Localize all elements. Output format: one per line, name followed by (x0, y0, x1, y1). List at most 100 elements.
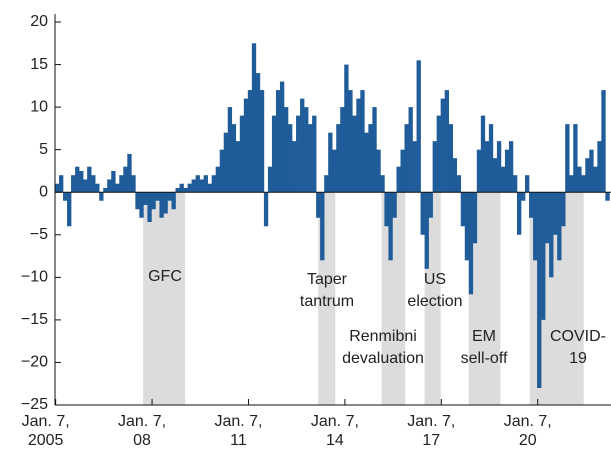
bar (159, 192, 164, 218)
bar (71, 175, 76, 193)
bar (597, 141, 602, 193)
bar (231, 124, 237, 193)
bar (195, 175, 200, 193)
bar (179, 183, 184, 193)
y-tick-label: 15 (30, 56, 48, 73)
bar (143, 192, 148, 205)
bar (384, 192, 389, 227)
bar (500, 166, 506, 193)
bar (432, 141, 437, 193)
bar (95, 183, 100, 193)
bar (316, 192, 321, 218)
bar (296, 115, 301, 193)
bar (263, 192, 269, 227)
bar (464, 192, 470, 261)
bar (235, 141, 241, 193)
bar (191, 179, 196, 193)
bar (320, 192, 325, 261)
y-tick-label: −25 (21, 396, 48, 413)
bar (103, 187, 108, 193)
bar (283, 107, 289, 193)
bar (392, 192, 397, 218)
bar (545, 192, 550, 244)
bar (107, 179, 112, 193)
period-label: COVID- (550, 328, 606, 345)
bar (601, 90, 606, 193)
x-tick-label: Jan. 7, 20 (503, 413, 552, 449)
bar (525, 175, 530, 193)
bar (416, 60, 421, 193)
bar (573, 124, 578, 193)
bar (460, 192, 466, 227)
bar (99, 192, 104, 201)
bar (533, 192, 538, 261)
bar (553, 192, 558, 235)
bar (569, 175, 574, 193)
period-label: Renmibni (349, 328, 417, 345)
bar (187, 183, 192, 193)
bar (259, 90, 265, 193)
bar (279, 81, 285, 193)
period-label: EM (472, 328, 496, 345)
bar (147, 192, 152, 223)
bar (63, 192, 68, 201)
bar (167, 192, 172, 201)
x-tick-label: Jan. 7, 2005 (21, 413, 70, 449)
bar (504, 149, 510, 193)
bar (219, 149, 225, 193)
bar (267, 166, 273, 193)
bar (376, 149, 381, 193)
bar (115, 183, 120, 193)
bar (79, 170, 84, 193)
y-tick-label: 5 (39, 141, 48, 158)
bar (605, 192, 610, 201)
bar (557, 192, 562, 261)
bar (400, 149, 405, 193)
bar (135, 192, 140, 210)
bar (488, 124, 494, 193)
bar (368, 124, 373, 193)
bar (424, 192, 429, 269)
bar (529, 192, 534, 218)
bar (300, 98, 305, 193)
shaded-period (143, 192, 186, 405)
period-label: devaluation (342, 350, 424, 367)
period-label: sell-off (461, 350, 508, 367)
bar (468, 192, 474, 295)
bar (171, 192, 176, 210)
period-label: tantrum (300, 293, 354, 310)
y-tick-label: −15 (21, 311, 48, 328)
bar (131, 175, 136, 193)
bar (312, 115, 317, 193)
bar (91, 175, 96, 193)
bar (348, 90, 353, 193)
bar (581, 175, 586, 193)
bar (119, 175, 124, 193)
y-tick-label: 20 (30, 13, 48, 30)
bar (308, 124, 313, 193)
bar (175, 187, 180, 193)
bar (59, 175, 64, 193)
bar (332, 149, 337, 193)
bar (508, 141, 514, 193)
y-tick-label: 0 (39, 183, 48, 200)
bar (288, 124, 293, 193)
bar (436, 115, 441, 193)
period-label: Taper (307, 271, 348, 288)
x-tick-label: Jan. 7, 17 (407, 413, 456, 449)
y-tick-label: −20 (21, 354, 48, 371)
bar (484, 141, 490, 193)
bar (420, 192, 425, 235)
bar (211, 175, 216, 193)
bar (215, 166, 221, 193)
bar (67, 192, 72, 227)
bar (428, 192, 433, 218)
bar (593, 166, 598, 193)
bar (247, 90, 253, 193)
y-tick-label: −10 (21, 269, 48, 286)
bar (476, 149, 482, 193)
bar (340, 107, 345, 193)
bar (537, 192, 542, 388)
bar (577, 166, 582, 193)
